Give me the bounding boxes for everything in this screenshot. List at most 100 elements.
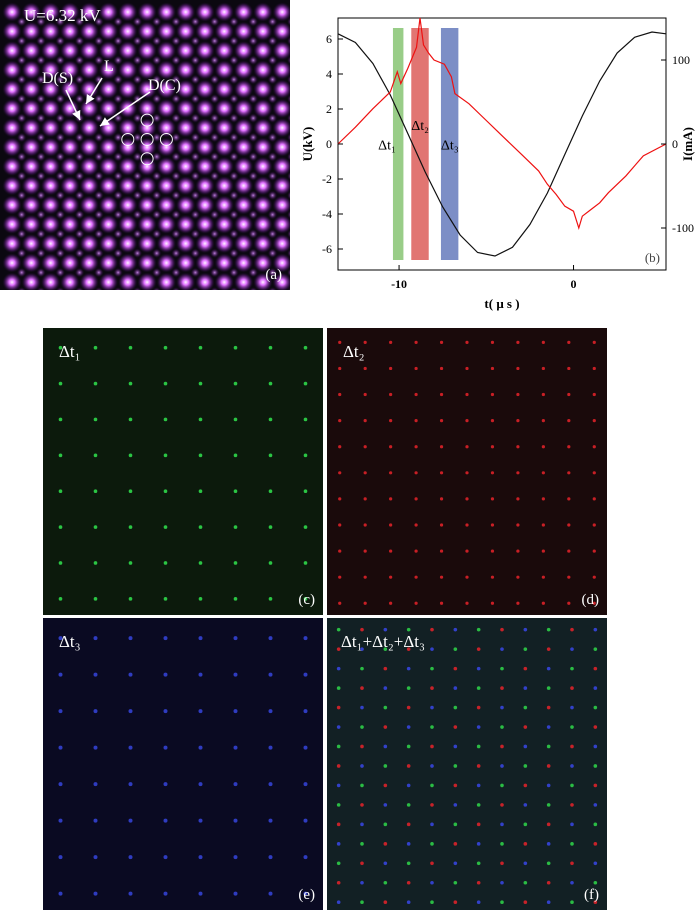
spot [570,744,574,749]
small-spot [228,16,239,27]
small-spot [267,93,278,104]
spot [439,523,444,527]
small-spot [74,74,85,85]
spot [414,549,418,553]
spot [268,561,273,565]
small-spot [248,209,259,220]
small-spot [35,16,46,27]
discharge-spot [272,98,290,119]
spot [58,855,63,860]
spot [360,627,364,632]
discharge-spot [117,59,138,80]
spot [430,744,434,749]
discharge-spot [21,2,42,22]
spot [439,601,444,605]
small-spot [209,267,220,278]
small-spot [16,190,27,201]
spot [406,666,411,671]
small-spot [16,267,27,278]
discharge-spot [2,214,22,235]
small-spot [190,151,201,162]
discharge-spot [156,252,177,273]
spot [592,340,596,344]
spot [58,709,63,714]
small-spot [190,74,201,85]
discharge-spot [214,214,235,235]
spot [383,647,388,651]
small-spot [209,151,220,162]
spot [490,575,495,579]
small-spot [151,93,162,104]
spot [453,705,458,710]
discharge-spot [272,59,290,80]
spot [567,471,571,475]
small-spot [55,16,66,27]
spot [439,366,444,371]
discharge-spot [233,137,254,158]
small-spot [151,132,162,143]
panel-f-label: Δt₁+Δt₂+Δt₃ [341,632,425,651]
small-spot [35,113,46,124]
discharge-spot [79,137,100,158]
spot [233,672,238,677]
discharge-spot [98,214,119,235]
discharge-spot [137,2,158,22]
discharge-spot [40,117,61,138]
spot [336,783,341,788]
small-spot [267,151,278,162]
spot [414,366,418,371]
small-spot [190,16,201,27]
spot [383,783,388,788]
spot [389,523,393,527]
y-left-tick-label: -6 [322,242,332,256]
spot [500,822,504,827]
small-spot [93,35,104,46]
small-spot [132,16,143,27]
spot [546,647,551,651]
spot [453,900,458,905]
panel-c-dt1: Δt₁ (c) [43,328,323,615]
small-spot [93,74,104,85]
spot [570,861,574,866]
spot [476,686,481,690]
small-spot [55,228,66,239]
spot [198,855,203,860]
spot [198,782,203,787]
spot [490,445,495,449]
discharge-spot [59,175,80,196]
spot [58,597,63,601]
small-spot [151,267,162,278]
spot [500,764,504,768]
panel-d-label: Δt₂ [343,342,365,361]
spot [546,744,551,749]
spot [439,392,444,397]
spot [406,705,411,710]
discharge-spot [252,21,273,42]
spot [500,861,504,866]
discharge-spot [195,2,215,22]
discharge-spot [21,117,42,138]
spot [233,855,238,860]
small-spot [16,74,27,85]
discharge-spot [214,156,235,177]
small-spot [151,209,162,220]
spot [303,525,308,529]
small-spot [74,228,85,239]
discharge-spot [40,175,61,196]
spot [414,392,418,397]
discharge-spot [252,117,273,138]
discharge-spot [195,117,215,138]
discharge-spot [214,40,235,61]
spot [546,627,551,632]
discharge-spot [156,195,177,215]
small-spot [209,228,220,239]
spot [163,453,168,458]
discharge-spot [252,272,273,290]
spot [523,783,528,788]
discharge-spot [98,156,119,177]
small-spot [132,248,143,259]
discharge-spot [156,233,177,254]
discharge-spot [252,59,273,80]
small-spot [16,113,27,124]
small-spot [267,171,278,182]
